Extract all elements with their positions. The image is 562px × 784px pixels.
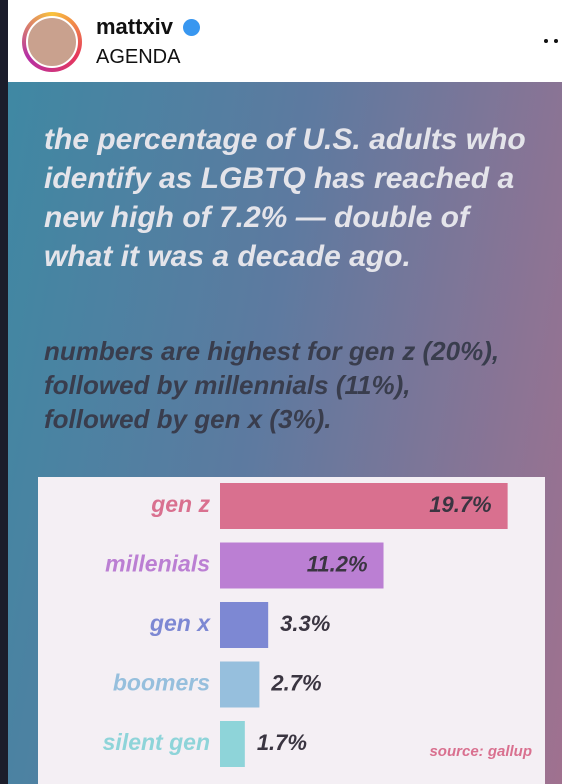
- source-note: source: gallup: [429, 743, 532, 760]
- headline: the percentage of U.S. adults who identi…: [44, 120, 534, 276]
- verified-badge: [183, 19, 200, 36]
- category-label: gen z: [150, 491, 210, 517]
- instagram-post: mattxiv AGENDA the percentage of U.S. ad…: [0, 0, 562, 784]
- subhead: numbers are highest for gen z (20%), fol…: [44, 334, 514, 436]
- chart: source: gallup gen z 19.7% millenials 11.2%…: [38, 477, 545, 784]
- username[interactable]: mattxiv: [96, 14, 173, 40]
- value-label: 3.3%: [280, 611, 330, 636]
- value-label: 11.2%: [307, 551, 368, 576]
- value-label: 1.7%: [257, 730, 307, 755]
- bar: [220, 721, 245, 767]
- avatar[interactable]: [22, 12, 82, 72]
- value-label: 19.7%: [429, 492, 491, 517]
- category-label: boomers: [113, 670, 210, 696]
- category-label: silent gen: [103, 729, 210, 755]
- more-menu[interactable]: [542, 36, 562, 46]
- value-label: 2.7%: [270, 670, 321, 695]
- category-label: millenials: [105, 551, 210, 577]
- bar: [220, 662, 259, 708]
- bar: [220, 602, 268, 648]
- location[interactable]: AGENDA: [96, 46, 180, 69]
- post-header: mattxiv AGENDA: [8, 0, 562, 82]
- category-label: gen x: [149, 610, 211, 636]
